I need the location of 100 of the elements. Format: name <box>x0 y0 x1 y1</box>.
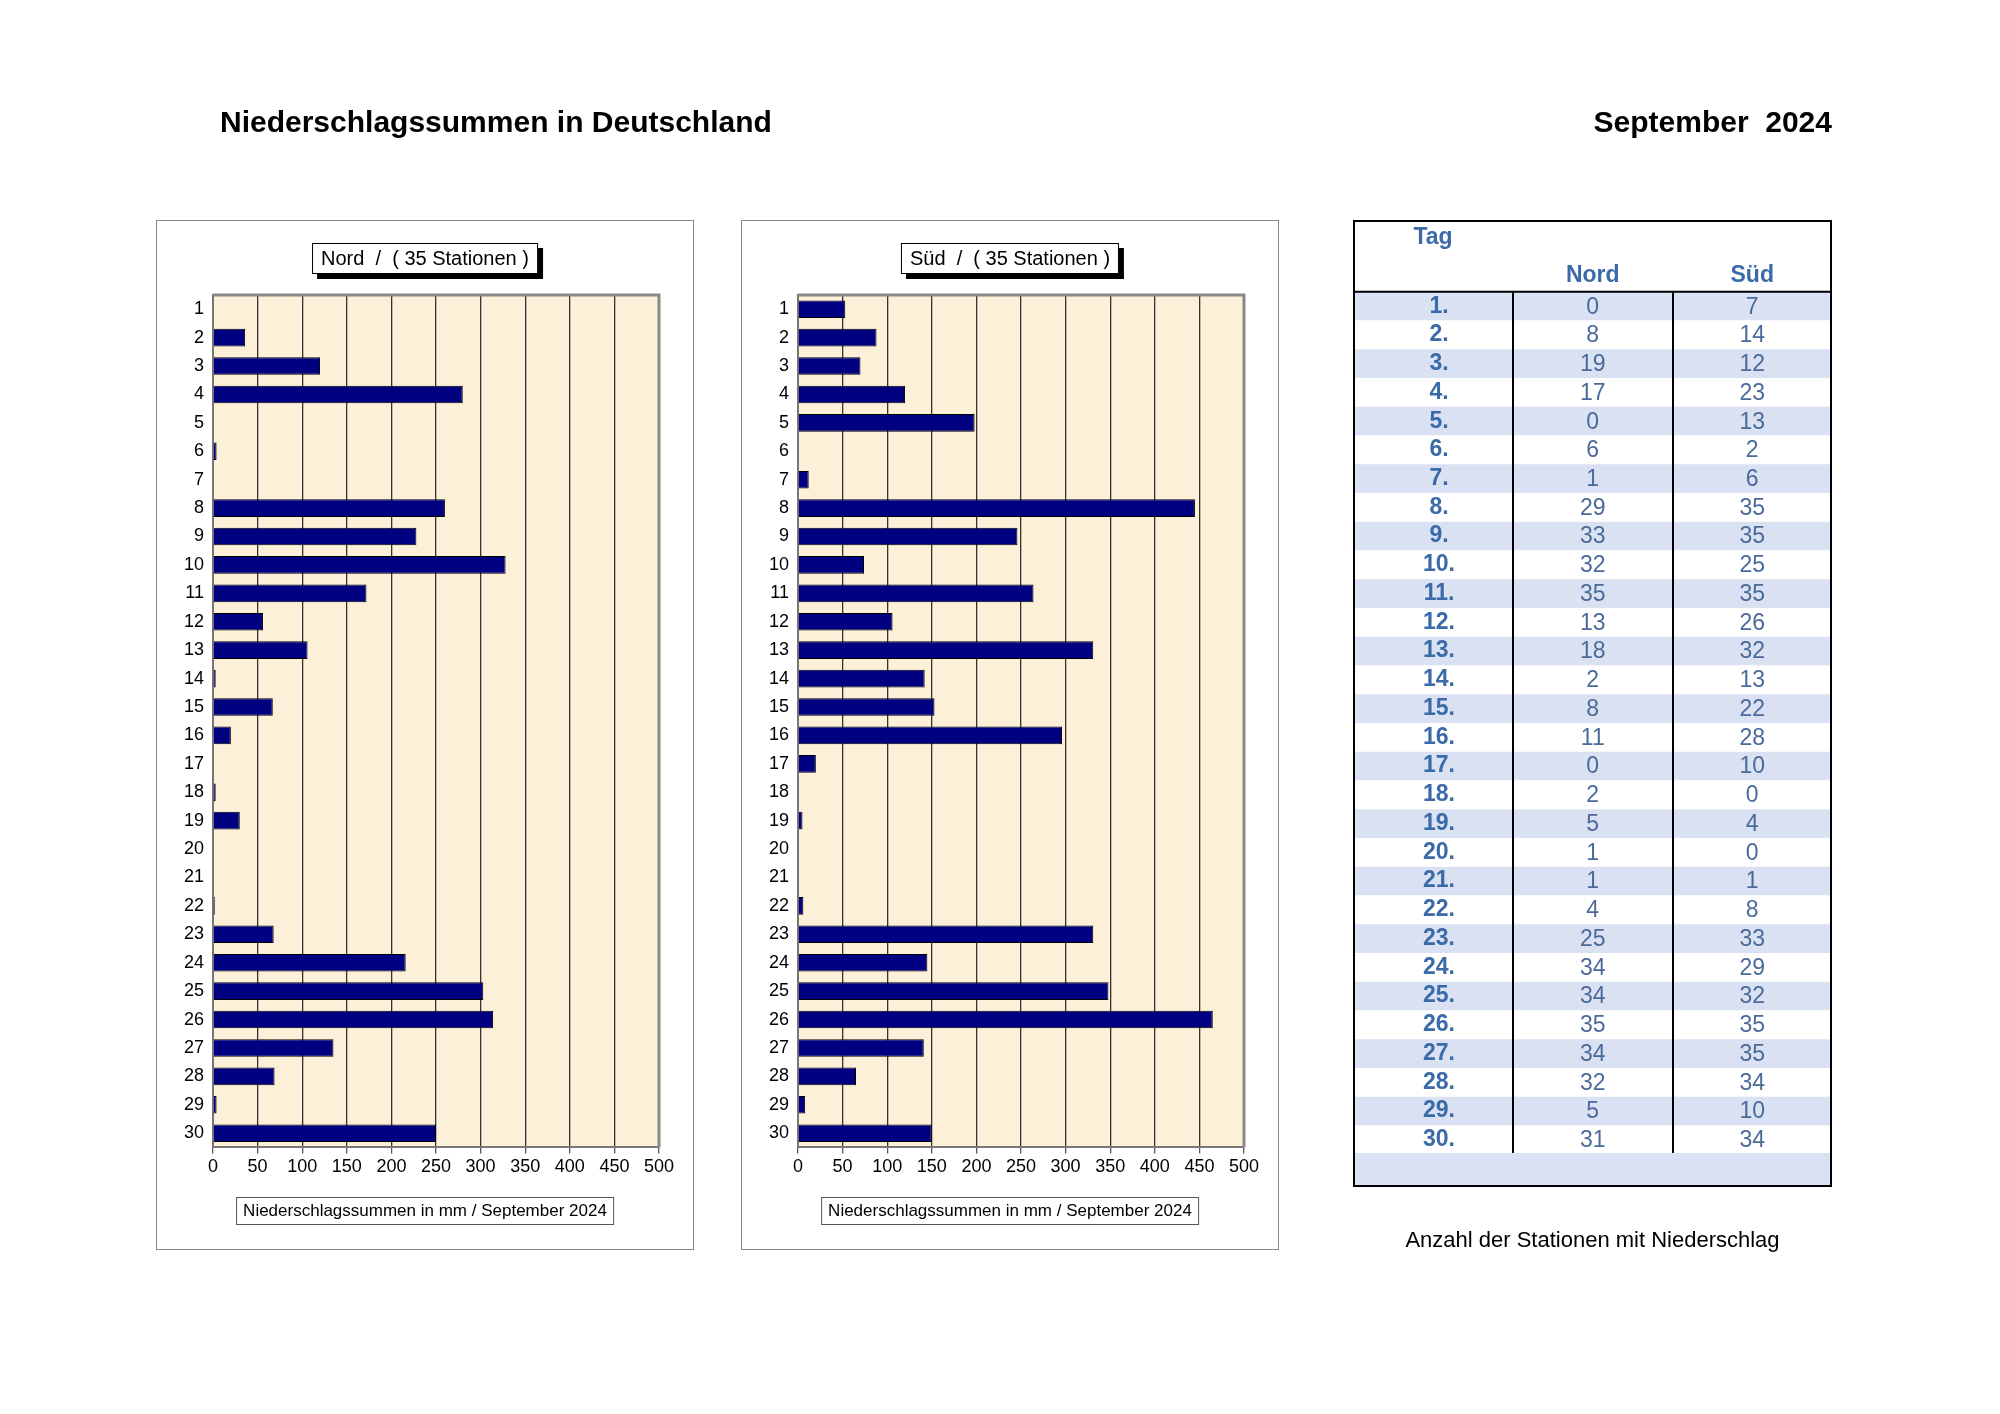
y-tick-label: 29. <box>1423 1096 1456 1123</box>
data-label: 19 <box>1579 350 1606 377</box>
data-label: 35 <box>1739 579 1766 606</box>
data-label: 22 <box>1739 694 1766 721</box>
y-tick-label: 19 <box>768 809 790 830</box>
y-tick-label: 13 <box>183 639 205 660</box>
data-label: 1 <box>1586 465 1600 491</box>
y-tick-label: 27. <box>1423 1038 1456 1065</box>
y-tick-label: 12. <box>1423 607 1456 634</box>
x-tick-label: Süd <box>1730 261 1774 288</box>
x-axis-title: Niederschlagssummen in mm / September 2024 <box>821 1197 1199 1225</box>
y-tick-label: 20 <box>183 838 205 859</box>
y-tick-label: 11 <box>770 582 790 603</box>
y-tick-label: 12 <box>768 610 790 631</box>
data-label: 32 <box>1739 637 1766 664</box>
x-tick-label: 350 <box>1095 1156 1126 1177</box>
y-tick-label: 9 <box>779 525 790 546</box>
y-tick-label: 5 <box>779 411 790 432</box>
y-tick-label: 10. <box>1423 550 1456 577</box>
data-label: 32 <box>1739 982 1766 1009</box>
y-tick-label: 12 <box>183 610 205 631</box>
y-tick-label: 17. <box>1423 751 1456 778</box>
y-tick-label: 4. <box>1429 377 1449 404</box>
y-tick-label: 28. <box>1423 1067 1456 1094</box>
data-label: 0 <box>1586 292 1600 319</box>
y-tick-label: 22 <box>183 894 205 915</box>
y-tick-label: 25 <box>768 980 790 1001</box>
y-tick-label: 9 <box>194 525 205 546</box>
x-tick-label: 150 <box>916 1156 947 1177</box>
y-tick-label: 23 <box>768 923 790 944</box>
y-tick-label: 27 <box>183 1036 205 1057</box>
y-tick-label: 3 <box>779 355 790 375</box>
y-tick-label: 20. <box>1423 837 1456 864</box>
data-label: 34 <box>1739 1068 1766 1095</box>
data-label: 34 <box>1579 982 1606 1009</box>
data-label: 26 <box>1739 608 1766 635</box>
y-tick-label: 19 <box>183 809 205 830</box>
data-label: 1 <box>1586 838 1600 865</box>
y-tick-label: 2 <box>194 326 205 347</box>
y-tick-label: 16 <box>183 724 205 745</box>
x-tick-label: 250 <box>420 1156 452 1177</box>
y-tick-label: 15. <box>1423 693 1456 720</box>
y-tick-label: 8 <box>194 497 205 518</box>
data-label: 23 <box>1739 378 1766 405</box>
x-axis-title: Niederschlagssummen in mm / September 2024 <box>236 1197 614 1225</box>
y-tick-label: 7. <box>1429 464 1449 490</box>
data-label: 0 <box>1586 752 1600 779</box>
x-tick-label: 0 <box>793 1156 804 1177</box>
y-tick-label: 14 <box>183 667 205 688</box>
data-label: 0 <box>1745 838 1759 865</box>
x-tick-label: Nord <box>1565 261 1620 288</box>
y-tick-label: 22. <box>1423 895 1456 922</box>
y-tick-label: 9. <box>1429 521 1449 548</box>
y-tick-label: 30. <box>1423 1125 1456 1152</box>
y-tick-label: 29 <box>768 1093 790 1114</box>
y-tick-label: 24 <box>183 951 205 972</box>
data-label: 35 <box>1579 579 1606 606</box>
data-label: 35 <box>1739 493 1766 520</box>
text: Niederschlagssummen in Deutschland <box>220 105 772 139</box>
data-label: 10 <box>1739 1097 1766 1124</box>
x-tick-label: 0 <box>208 1156 219 1177</box>
data-label: 35 <box>1579 1011 1606 1038</box>
data-label: 1 <box>1586 867 1600 894</box>
data-label: 29 <box>1739 953 1766 980</box>
x-tick-label: 500 <box>643 1156 675 1177</box>
data-label: 4 <box>1586 896 1600 923</box>
y-tick-label: 24 <box>768 951 790 972</box>
data-label: 34 <box>1579 1039 1606 1066</box>
y-tick-label: 1 <box>779 298 790 319</box>
y-tick-label: 19. <box>1423 808 1456 835</box>
y-tick-label: 25 <box>183 980 205 1001</box>
data-label: 0 <box>1586 407 1600 434</box>
y-tick-label: 2. <box>1429 320 1449 347</box>
y-tick-label: 18. <box>1423 780 1456 807</box>
y-tick-label: 24. <box>1423 952 1456 979</box>
data-label: 35 <box>1739 1011 1766 1038</box>
data-label: 18 <box>1579 637 1606 664</box>
y-tick-label: 18 <box>768 781 790 802</box>
data-label: 1 <box>1745 867 1759 894</box>
data-label: 13 <box>1579 608 1606 635</box>
data-label: 6 <box>1586 436 1600 463</box>
data-label: 25 <box>1739 551 1766 578</box>
data-label: 11 <box>1580 723 1605 750</box>
y-tick-label: 28 <box>183 1065 205 1086</box>
data-label: 14 <box>1739 321 1766 348</box>
data-label: 13 <box>1739 407 1766 434</box>
text: September 2024 <box>1593 105 1832 139</box>
y-tick-label: 14 <box>768 667 790 688</box>
x-tick-label: 200 <box>961 1156 992 1177</box>
x-tick-label: 350 <box>510 1156 541 1177</box>
y-axis-title: Tag <box>1412 222 1454 251</box>
y-tick-label: 15 <box>768 695 790 716</box>
x-tick-label: 300 <box>465 1156 496 1177</box>
data-label: 4 <box>1745 809 1759 836</box>
x-tick-label: 100 <box>287 1156 318 1177</box>
y-tick-label: 21 <box>183 866 205 887</box>
y-tick-label: 26. <box>1423 1010 1456 1037</box>
data-label: 29 <box>1579 493 1606 520</box>
y-tick-label: 8. <box>1429 492 1449 519</box>
y-tick-label: 28 <box>768 1065 790 1086</box>
